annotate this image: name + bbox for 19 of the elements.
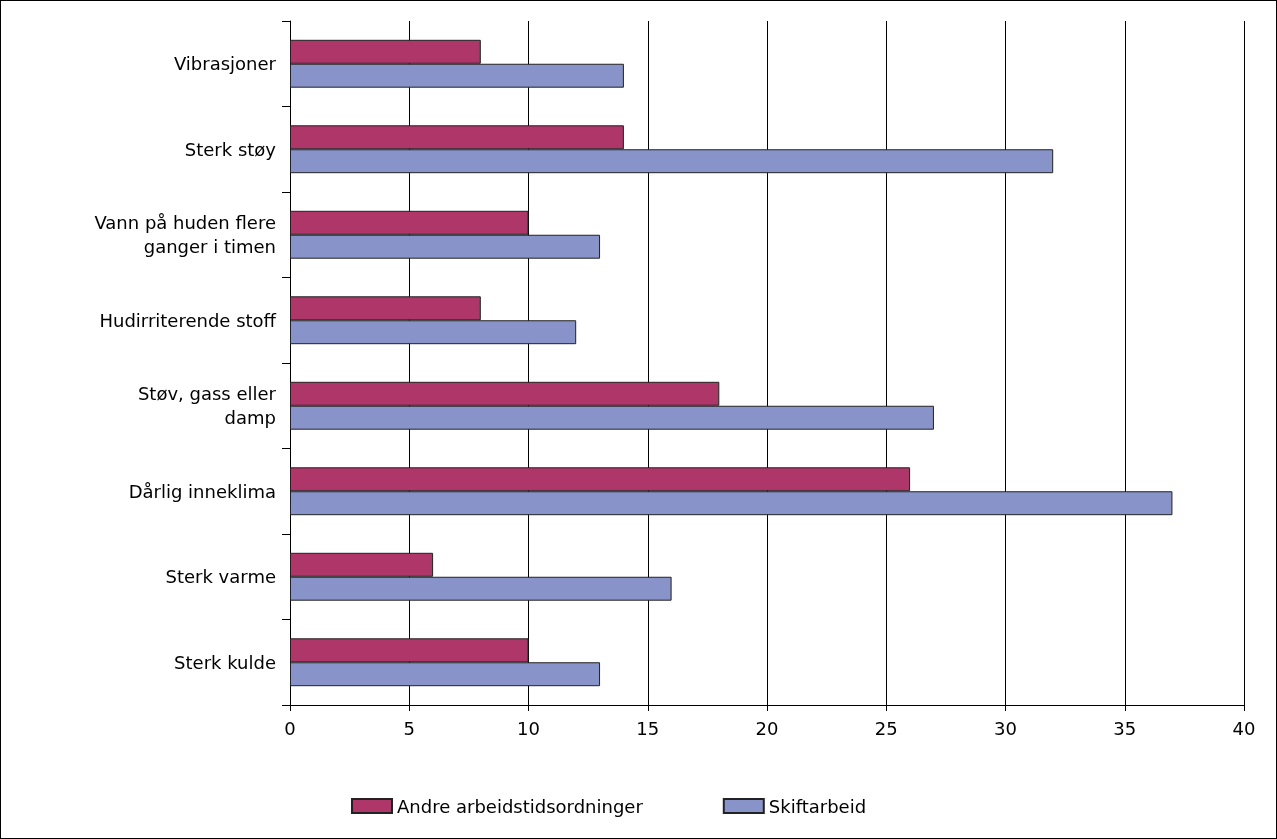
legend-label: Andre arbeidstidsordninger: [397, 795, 644, 817]
x-tick-label: 10: [517, 717, 540, 739]
x-tick-label: 20: [755, 717, 779, 739]
legend-label: Skiftarbeid: [768, 795, 867, 817]
y-tick-label: Hudirriterende stoff: [99, 309, 277, 331]
x-tick-label: 0: [284, 717, 296, 739]
x-tick-label: 30: [994, 717, 1017, 739]
y-tick-label: Sterk støy: [184, 138, 277, 160]
x-tick-label: 35: [1113, 717, 1137, 739]
x-tick-label: 25: [874, 717, 898, 739]
y-tick-label: Vibrasjoner: [173, 53, 277, 75]
x-tick-label: 15: [636, 717, 660, 739]
y-tick-label: Sterk varme: [165, 566, 276, 588]
y-tick-label: Sterk kulde: [174, 651, 276, 673]
y-tick-label: Dårlig inneklima: [128, 480, 276, 502]
x-tick-label: 40: [1232, 717, 1256, 739]
y-tick-label: Støv, gass eller damp: [137, 383, 277, 429]
y-tick-label: Vann på huden flere ganger i timen: [94, 212, 276, 258]
x-tick-label: 5: [403, 717, 415, 739]
